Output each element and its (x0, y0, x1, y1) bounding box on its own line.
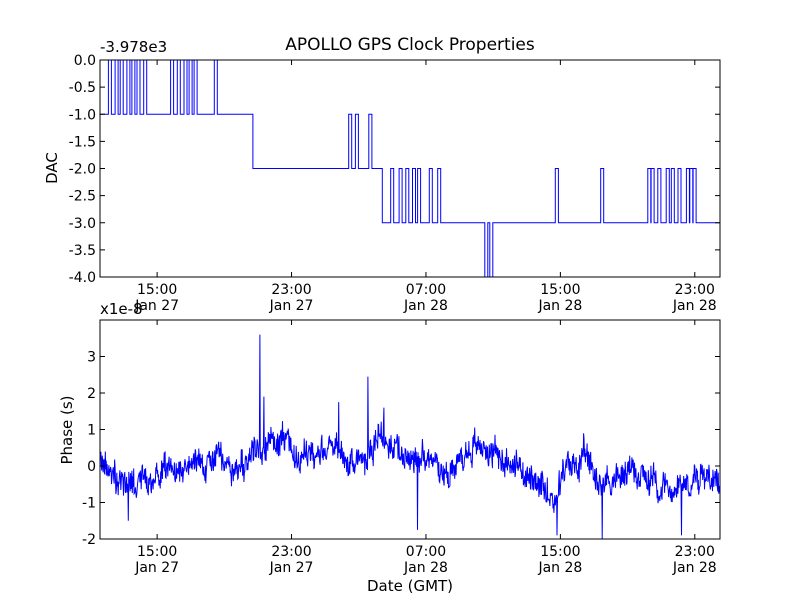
phase-axes-frame (99, 319, 721, 540)
y-tick-label: -1 (82, 496, 96, 512)
dac-subplot: 0.0 -0.5 -1.0 -1.5 -2.0 -2.5 -3.0 -3.5 -4.0 15:0… (43, 38, 721, 314)
x-tick-time-label: 07:00 (406, 282, 446, 298)
y-tick-label: -2.0 (69, 162, 96, 178)
x-tick-date-label: Jan 28 (537, 560, 582, 576)
x-tick-date-label: Jan 28 (672, 298, 717, 314)
y-tick-label: -4.0 (69, 270, 96, 286)
y-tick-label: -2 (82, 532, 96, 548)
figure-title: APOLLO GPS Clock Properties (285, 35, 535, 55)
x-tick-time-label: 15:00 (137, 544, 177, 560)
x-tick-date-label: Jan 27 (269, 560, 314, 576)
y-tick-label: 3 (87, 350, 96, 366)
y-tick-label: -1.0 (69, 107, 96, 123)
x-tick-time-label: 07:00 (406, 544, 446, 560)
phase-x-axis-label: Date (GMT) (367, 577, 453, 595)
phase-offset-label: x1e-8 (100, 300, 143, 318)
x-tick-date-label: Jan 27 (134, 298, 179, 314)
x-tick-date-label: Jan 28 (403, 298, 448, 314)
x-tick-date-label: Jan 28 (537, 298, 582, 314)
x-tick-time-label: 23:00 (271, 544, 311, 560)
dac-offset-label: -3.978e3 (100, 38, 167, 56)
x-tick-date-label: Jan 28 (403, 560, 448, 576)
phase-series-line (99, 334, 721, 540)
phase-noise-line (99, 334, 721, 540)
dac-step-line (100, 59, 720, 278)
dac-y-axis-label: DAC (43, 152, 61, 184)
x-tick-time-label: 15:00 (137, 282, 177, 298)
x-tick-date-label: Jan 27 (269, 298, 314, 314)
x-tick-time-label: 15:00 (540, 282, 580, 298)
dac-series-line (100, 59, 720, 278)
x-tick-time-label: 23:00 (675, 544, 715, 560)
y-tick-label: -3.5 (69, 243, 96, 259)
y-tick-label: 0.0 (74, 53, 96, 69)
y-tick-label: 2 (87, 386, 96, 402)
y-tick-label: -2.5 (69, 189, 96, 205)
y-tick-label: -1.5 (69, 134, 96, 150)
phase-y-ticks: 3 2 1 0 -1 -2 (82, 350, 720, 548)
x-tick-time-label: 23:00 (271, 282, 311, 298)
x-tick-date-label: Jan 27 (134, 560, 179, 576)
dac-y-ticks: 0.0 -0.5 -1.0 -1.5 -2.0 -2.5 -3.0 -3.5 -4.0 (69, 53, 720, 286)
dac-axes-frame (99, 59, 721, 278)
y-tick-label: -3.0 (69, 216, 96, 232)
y-tick-label: 0 (87, 459, 96, 475)
y-tick-label: 1 (87, 423, 96, 439)
y-tick-label: -0.5 (69, 80, 96, 96)
x-tick-time-label: 15:00 (540, 544, 580, 560)
x-tick-date-label: Jan 28 (672, 560, 717, 576)
x-tick-time-label: 23:00 (675, 282, 715, 298)
phase-y-axis-label: Phase (s) (58, 395, 76, 464)
